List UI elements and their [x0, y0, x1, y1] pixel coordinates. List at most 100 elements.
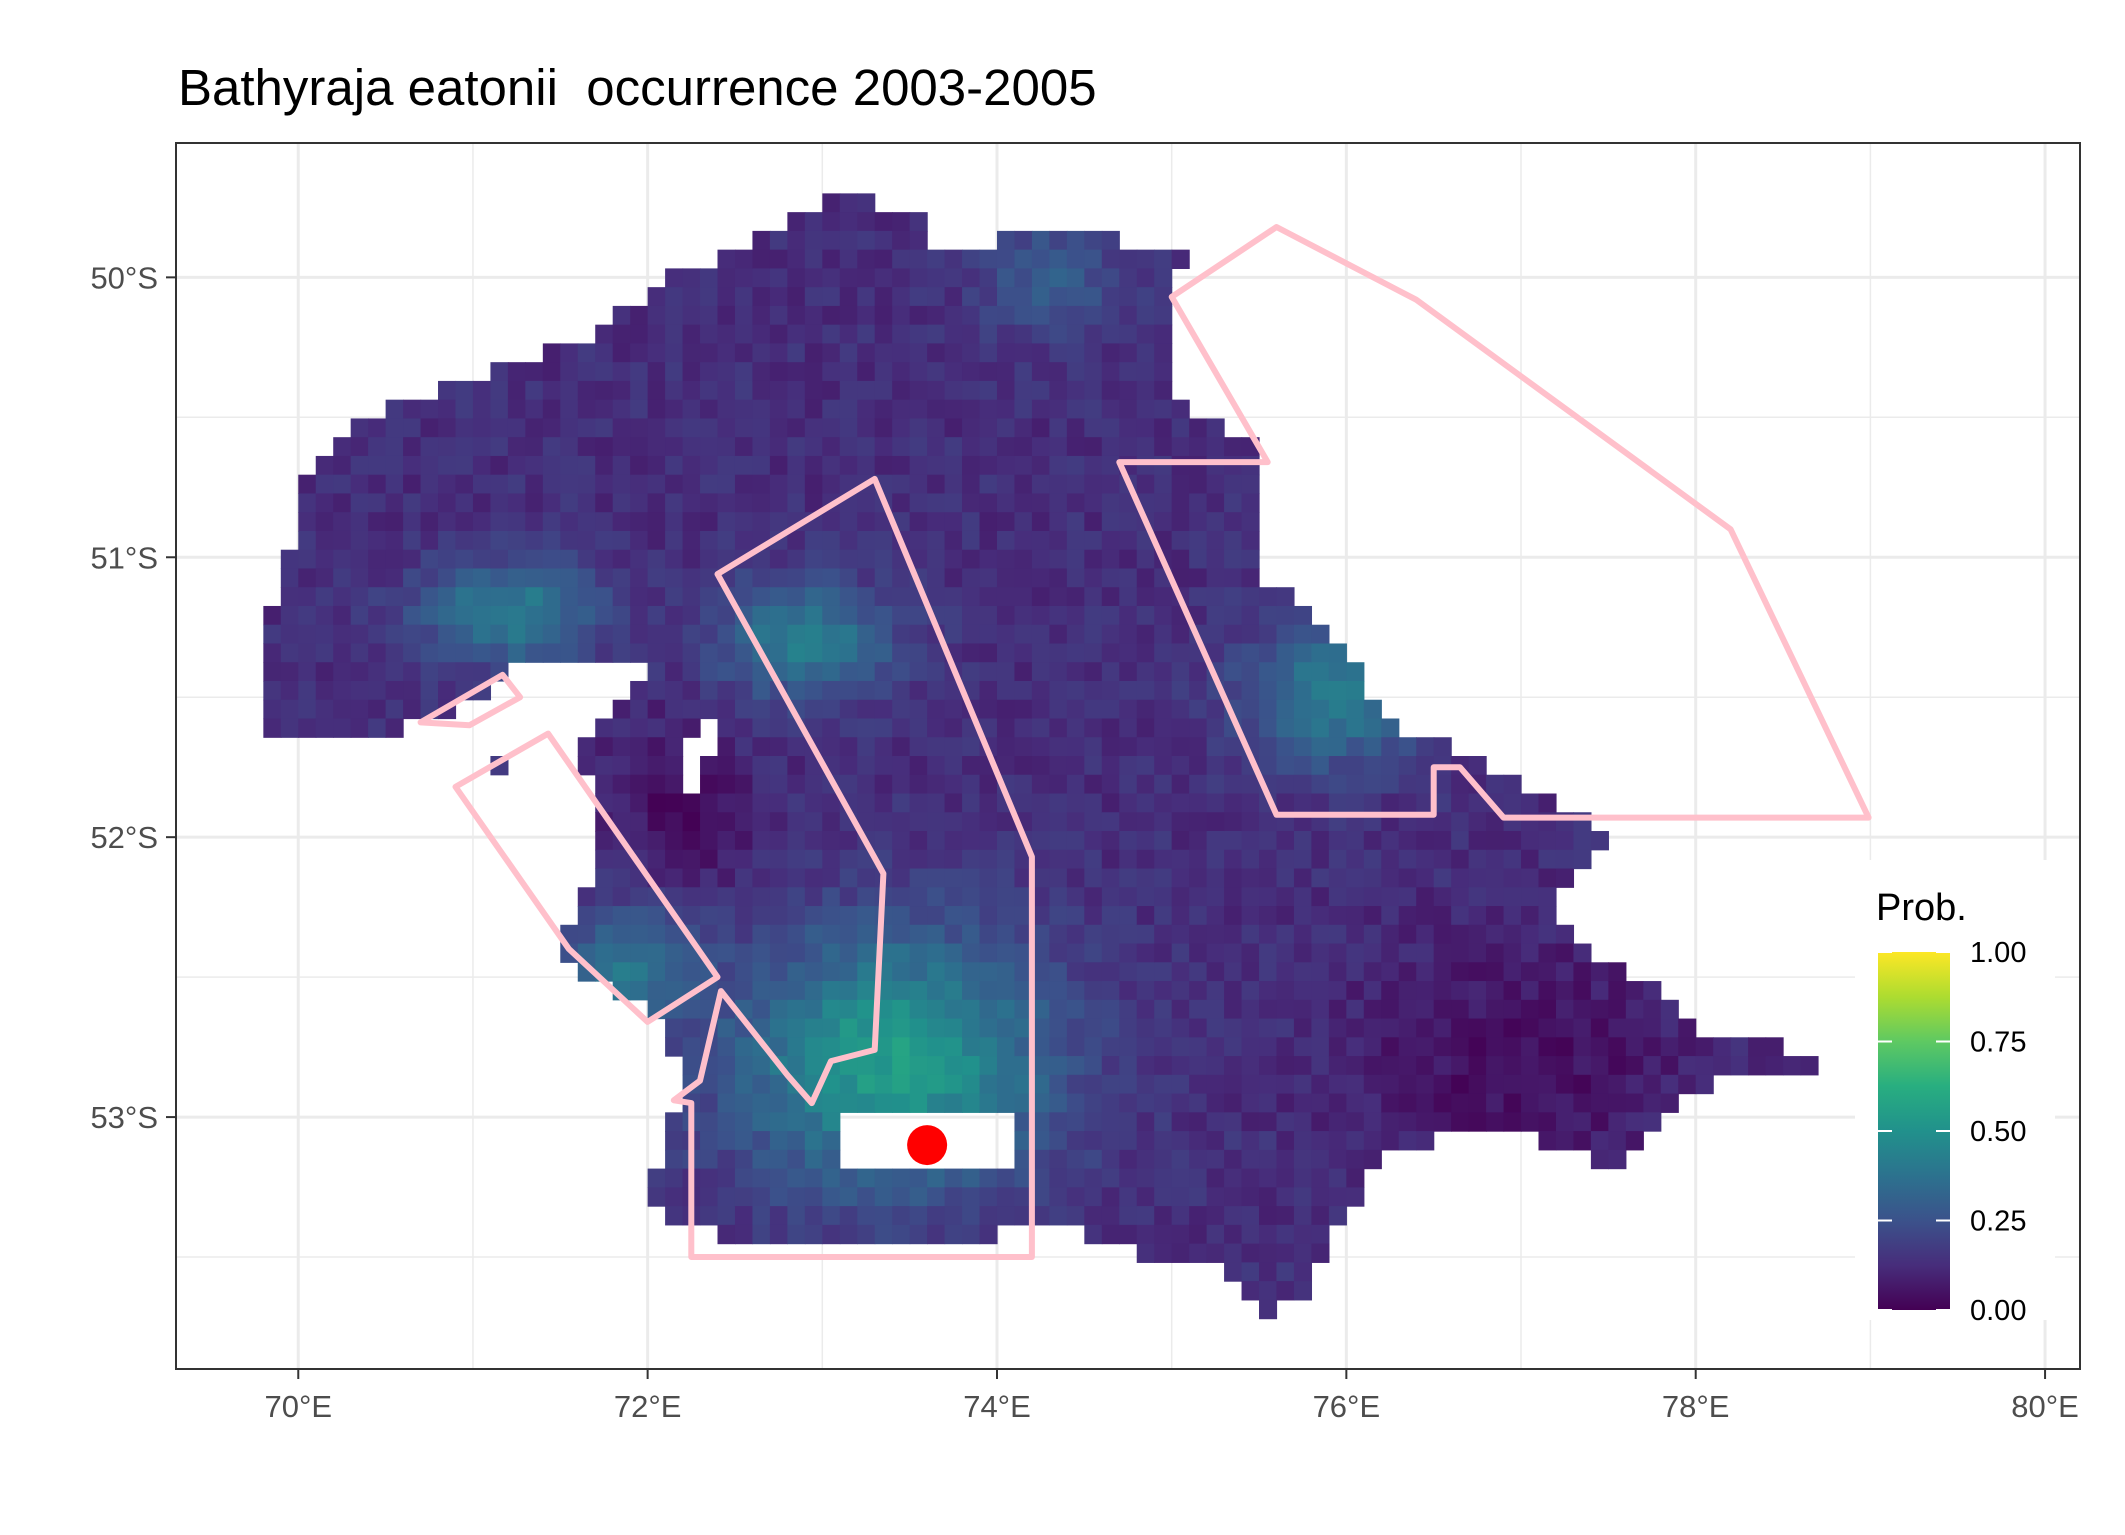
raster-cell: [734, 962, 754, 982]
raster-cell: [1049, 643, 1068, 663]
raster-cell: [1084, 812, 1103, 832]
raster-cell: [996, 1056, 1016, 1076]
raster-cell: [1084, 793, 1103, 813]
raster-cell: [682, 418, 701, 438]
raster-cell: [1119, 924, 1138, 945]
raster-cell: [804, 362, 823, 382]
raster-cell: [769, 981, 788, 1001]
raster-cell: [1276, 1206, 1295, 1226]
raster-cell: [892, 887, 911, 907]
raster-cell: [1154, 249, 1173, 269]
raster-cell: [595, 437, 614, 457]
raster-cell: [1538, 793, 1557, 813]
raster-cell: [455, 493, 474, 513]
raster-cell: [962, 512, 981, 532]
raster-cell: [1259, 662, 1278, 682]
raster-cell: [1433, 1056, 1452, 1076]
raster-cell: [298, 474, 317, 495]
raster-cell: [979, 1206, 998, 1226]
raster-cell: [839, 662, 858, 682]
raster-cell: [857, 1018, 876, 1038]
raster-cell: [1014, 1056, 1033, 1076]
raster-cell: [1136, 474, 1155, 495]
raster-cell: [612, 605, 631, 626]
raster-cell: [962, 605, 981, 626]
raster-cell: [892, 812, 911, 832]
raster-cell: [787, 999, 806, 1020]
raster-cell: [927, 887, 946, 907]
raster-cell: [1224, 756, 1243, 776]
raster-cell: [822, 1149, 841, 1170]
raster-cell: [857, 1074, 876, 1095]
raster-cell: [1660, 1018, 1679, 1038]
raster-cell: [577, 512, 596, 532]
raster-cell: [927, 512, 946, 532]
raster-cell: [1398, 793, 1417, 813]
raster-cell: [1101, 624, 1120, 645]
raster-cell: [769, 474, 788, 495]
raster-cell: [1084, 1224, 1103, 1245]
raster-cell: [1538, 849, 1557, 870]
raster-cell: [996, 305, 1016, 326]
raster-cell: [944, 249, 963, 269]
raster-cell: [1206, 1037, 1225, 1057]
raster-cell: [682, 680, 701, 701]
raster-cell: [1101, 380, 1120, 401]
raster-cell: [839, 418, 858, 438]
raster-cell: [1101, 1224, 1120, 1245]
raster-cell: [874, 399, 893, 420]
raster-cell: [892, 343, 911, 363]
raster-cell: [368, 512, 387, 532]
raster-cell: [525, 437, 544, 457]
raster-cell: [996, 999, 1016, 1020]
raster-cell: [962, 924, 981, 945]
raster-cell: [1608, 1131, 1627, 1151]
raster-cell: [1101, 437, 1120, 457]
raster-cell: [1206, 605, 1225, 626]
raster-cell: [804, 1037, 823, 1057]
raster-cell: [787, 493, 806, 513]
raster-cell: [385, 549, 404, 570]
raster-cell: [839, 981, 858, 1001]
raster-cell: [717, 849, 736, 870]
raster-cell: [717, 793, 736, 813]
raster-cell: [1538, 1093, 1557, 1113]
raster-cell: [874, 530, 893, 551]
raster-cell: [1136, 437, 1155, 457]
raster-cell: [769, 605, 788, 626]
raster-cell: [804, 418, 823, 438]
raster-cell: [839, 287, 858, 307]
raster-cell: [769, 962, 788, 982]
raster-cell: [717, 680, 736, 701]
raster-cell: [682, 268, 701, 288]
raster-cell: [944, 849, 963, 870]
raster-cell: [1538, 887, 1557, 907]
raster-cell: [892, 981, 911, 1001]
raster-cell: [560, 362, 579, 382]
raster-cell: [1259, 999, 1278, 1020]
raster-cell: [1381, 831, 1400, 851]
raster-cell: [315, 530, 334, 551]
raster-cell: [1189, 1131, 1208, 1151]
raster-cell: [1293, 1168, 1313, 1188]
raster-cell: [822, 193, 841, 213]
raster-cell: [1066, 343, 1085, 363]
raster-cell: [1154, 512, 1173, 532]
raster-cell: [403, 493, 422, 513]
raster-cell: [647, 287, 666, 307]
raster-cell: [734, 249, 754, 269]
raster-cell: [996, 718, 1016, 738]
raster-cell: [1276, 962, 1295, 982]
raster-cell: [333, 680, 352, 701]
raster-cell: [1031, 624, 1050, 645]
raster-cell: [1171, 455, 1190, 476]
raster-cell: [979, 418, 998, 438]
raster-cell: [717, 1037, 736, 1057]
raster-cell: [1136, 887, 1155, 907]
raster-cell: [787, 981, 806, 1001]
raster-cell: [769, 249, 788, 269]
raster-cell: [962, 793, 981, 813]
raster-cell: [1259, 1131, 1278, 1151]
raster-cell: [1171, 718, 1190, 738]
raster-cell: [979, 455, 998, 476]
